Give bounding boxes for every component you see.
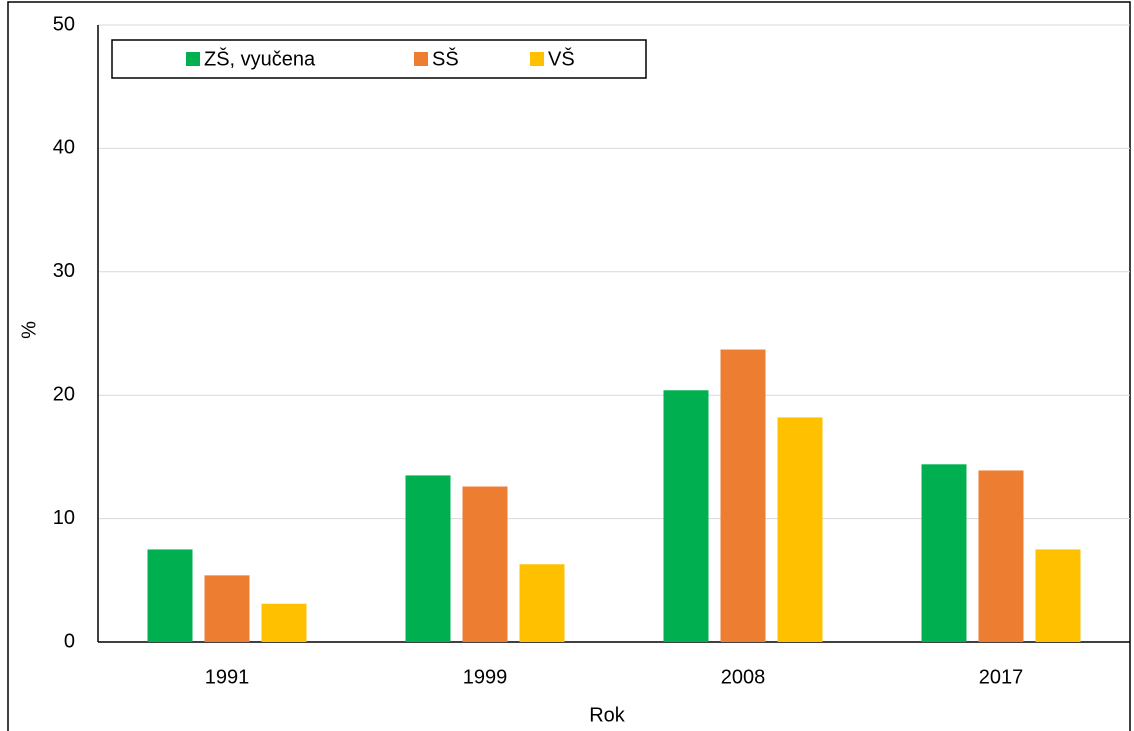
legend-label: SŠ [432, 47, 459, 70]
bar [1035, 549, 1081, 642]
y-tick-label: 0 [64, 630, 75, 652]
legend-box [111, 39, 647, 79]
y-axis-label: % [18, 321, 40, 339]
bar [663, 390, 709, 642]
bar [462, 486, 508, 642]
x-axis-label: Rok [589, 704, 626, 726]
x-tick-label: 1991 [205, 666, 250, 688]
bar [147, 549, 193, 642]
bar [777, 417, 823, 642]
legend-label: ZŠ, vyučena [204, 47, 316, 70]
bar [261, 603, 307, 642]
y-tick-label: 10 [53, 507, 75, 529]
bar [405, 475, 451, 642]
bar [519, 564, 565, 642]
y-tick-label: 40 [53, 137, 75, 159]
frame [7, 1, 1131, 731]
y-tick-label: 50 [53, 13, 75, 35]
x-tick-label: 2017 [979, 666, 1024, 688]
legend-swatch [186, 52, 200, 66]
bar [204, 575, 250, 642]
bar [720, 349, 766, 642]
legend-swatch [530, 52, 544, 66]
legend-label: VŠ [548, 47, 575, 70]
bar [921, 464, 967, 642]
x-tick-label: 2008 [721, 666, 766, 688]
y-tick-label: 20 [53, 383, 75, 405]
x-tick-label: 1999 [463, 666, 508, 688]
bar [978, 470, 1024, 642]
legend-swatch [414, 52, 428, 66]
y-tick-label: 30 [53, 260, 75, 282]
